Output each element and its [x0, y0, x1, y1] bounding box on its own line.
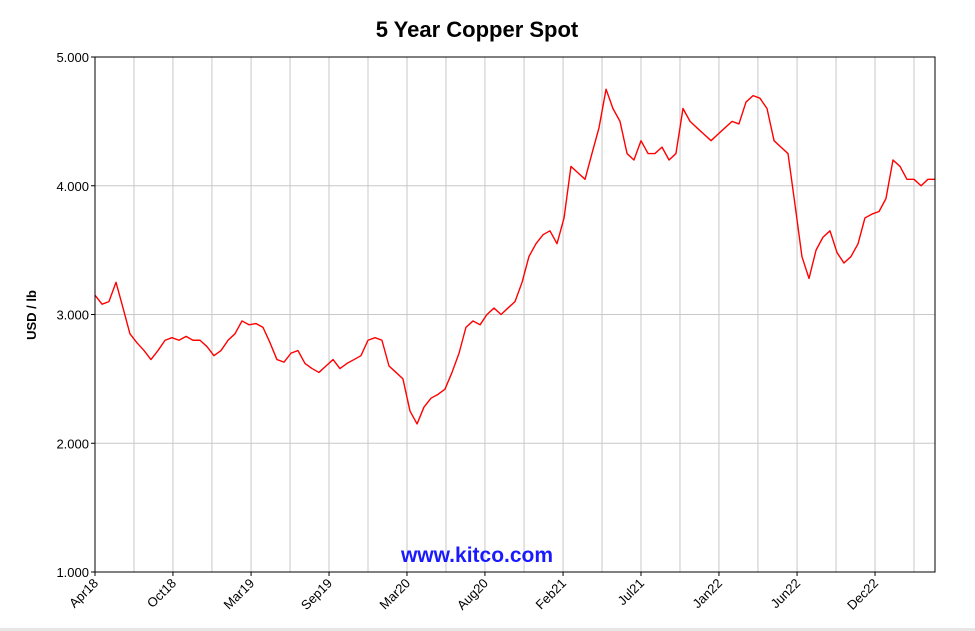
y-tick-label: 2.000 — [56, 436, 89, 451]
y-tick-label: 5.000 — [56, 50, 89, 65]
x-tick-label: Sep19 — [298, 576, 335, 613]
x-tick-label: Jul21 — [615, 576, 648, 609]
y-tick-label: 3.000 — [56, 308, 89, 323]
x-tick-label: Jan22 — [689, 576, 725, 612]
chart-title: 5 Year Copper Spot — [376, 17, 579, 42]
x-tick-label: Mar20 — [376, 576, 413, 613]
y-tick-label: 1.000 — [56, 565, 89, 580]
x-tick-label: Aug20 — [454, 576, 491, 613]
x-tick-label: Mar19 — [221, 576, 258, 613]
y-tick-label: 4.000 — [56, 179, 89, 194]
x-tick-label: Dec22 — [844, 576, 881, 613]
x-tick-label: Apr18 — [66, 576, 101, 611]
plot-frame — [94, 56, 936, 573]
y-axis-label: USD / lb — [24, 290, 39, 340]
data-line — [94, 88, 935, 425]
x-tick-label: Oct18 — [144, 576, 179, 611]
x-tick-label: Feb21 — [532, 576, 569, 613]
watermark: www.kitco.com — [400, 544, 553, 567]
x-tick-label: Jun22 — [768, 576, 804, 612]
bottom-strip — [0, 628, 975, 631]
